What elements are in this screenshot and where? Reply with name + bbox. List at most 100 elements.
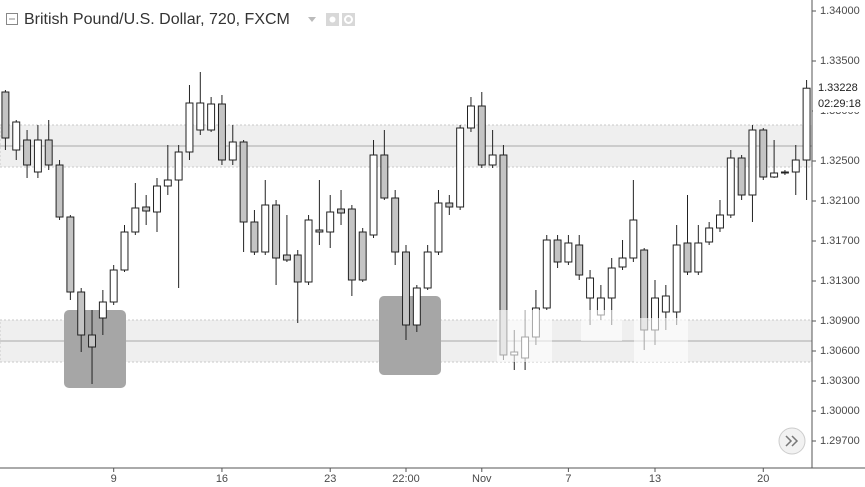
x-tick-label: 13	[649, 473, 661, 485]
candle-body	[315, 229, 324, 233]
y-tick-label: 1.34000	[820, 5, 860, 17]
scroll-icon	[785, 435, 799, 447]
gear-icon	[344, 15, 353, 24]
countdown: 02:29:18	[818, 98, 861, 110]
candle-body	[293, 254, 302, 283]
x-tick-label: 16	[216, 473, 228, 485]
candle-body	[564, 242, 573, 263]
candle-body	[575, 244, 584, 276]
candle-body	[326, 211, 335, 233]
overlays	[497, 310, 688, 362]
candle-body	[261, 204, 270, 253]
candle-body	[239, 141, 248, 223]
candle-body	[120, 231, 129, 271]
candle-body	[196, 102, 205, 131]
candle-body	[402, 251, 410, 326]
candle-body	[477, 105, 486, 166]
candle-body	[391, 197, 400, 253]
candle-body	[369, 154, 378, 236]
eye-icon	[329, 16, 336, 23]
candle-body	[33, 139, 42, 173]
x-tick-label: 7	[565, 473, 571, 485]
highlight-box	[379, 296, 441, 375]
y-tick-label: 1.30900	[820, 315, 860, 327]
candle-body	[791, 159, 800, 173]
candle-body	[272, 204, 281, 259]
y-tick-label: 1.30600	[820, 345, 860, 357]
last-price: 1.33228	[818, 82, 858, 94]
candle-body	[802, 87, 811, 161]
candle-body	[586, 277, 595, 299]
candle-body	[12, 121, 21, 151]
candle-body	[142, 206, 151, 212]
header: British Pound/U.S. Dollar, 720, FXCM	[6, 11, 355, 28]
candle-body	[282, 254, 291, 261]
y-tick-label: 1.31700	[820, 235, 860, 247]
overlay-box	[497, 310, 552, 362]
axis-labels: 1.340001.335001.330001.325001.321001.317…	[111, 5, 860, 485]
candle-body	[618, 257, 627, 268]
candle-body	[705, 227, 714, 243]
candle-body	[98, 301, 107, 319]
dropdown-arrow[interactable]	[308, 17, 316, 22]
x-tick-label: 20	[757, 473, 769, 485]
y-tick-label: 1.32100	[820, 195, 860, 207]
candle-body	[163, 179, 172, 187]
candle-body	[153, 185, 161, 213]
x-tick-label: 9	[111, 473, 117, 485]
y-tick-label: 1.29700	[820, 435, 860, 447]
y-tick-label: 1.31300	[820, 275, 860, 287]
overlay-box	[581, 310, 622, 341]
candle-body	[445, 202, 454, 208]
candle-body	[109, 269, 118, 303]
collapse-button[interactable]	[6, 13, 18, 25]
candle-body	[737, 157, 746, 196]
candle-body	[358, 231, 367, 281]
x-tick-label: 23	[324, 473, 336, 485]
y-tick-label: 1.32500	[820, 155, 860, 167]
candle-body	[77, 291, 86, 336]
x-tick-label: Nov	[472, 473, 492, 485]
candle-body	[207, 103, 216, 131]
candle-body	[174, 151, 183, 181]
candle-body	[770, 172, 779, 178]
candle-body	[228, 141, 237, 161]
candle-body	[66, 216, 75, 293]
candle-body	[131, 207, 140, 233]
y-tick-label: 1.33500	[820, 55, 860, 67]
candle-body	[683, 242, 692, 273]
y-tick-label: 1.30000	[820, 405, 860, 417]
scroll-button[interactable]	[778, 427, 806, 455]
candle-body	[629, 219, 638, 259]
candles	[1, 72, 811, 384]
candle-body	[304, 219, 313, 283]
candle-body	[423, 251, 432, 289]
candle-body	[217, 103, 226, 161]
highlight-box	[64, 310, 126, 388]
candle-body	[380, 154, 389, 199]
candle-body	[607, 267, 616, 299]
candle-body	[661, 295, 670, 313]
candle-body	[337, 208, 346, 214]
settings-button[interactable]	[342, 13, 355, 26]
price-label: 1.33228 02:29:18	[813, 80, 865, 112]
candle-body	[250, 221, 259, 253]
candle-body	[694, 242, 703, 273]
candle-body	[88, 334, 96, 348]
candle-body	[553, 239, 562, 263]
candle-body	[44, 139, 53, 166]
y-tick-label: 1.30300	[820, 375, 860, 387]
candle-body	[780, 171, 789, 174]
candle-body	[434, 202, 443, 253]
candle-body	[726, 157, 735, 216]
price-label-box	[813, 80, 865, 112]
candle-body	[716, 214, 724, 229]
candle-body	[466, 105, 475, 129]
candle-body	[412, 287, 421, 326]
candle-body	[347, 208, 356, 281]
candle-body	[456, 127, 465, 208]
overlay-box	[634, 318, 688, 362]
